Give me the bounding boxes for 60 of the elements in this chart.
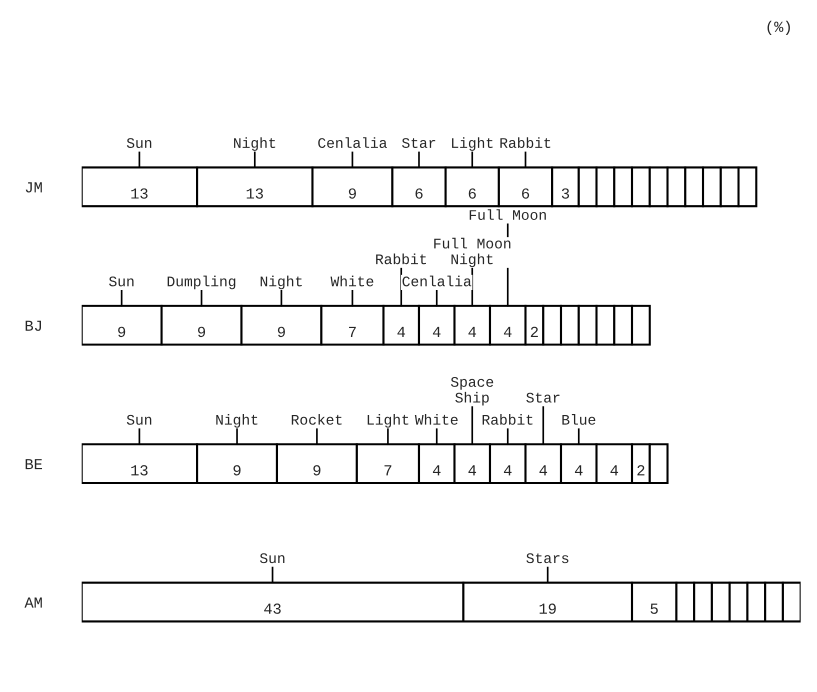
series-label: Cenlalia xyxy=(318,137,387,148)
data-label: 9 xyxy=(198,326,206,338)
data-label: 6 xyxy=(522,188,530,199)
data-label: 4 xyxy=(539,465,548,476)
y-tick-label: JM xyxy=(26,182,42,193)
data-label: 4 xyxy=(574,465,583,476)
data-label: 2 xyxy=(530,326,538,337)
y-tick-label: BE xyxy=(26,459,42,470)
series-label: Light xyxy=(368,414,408,428)
series-label: Night xyxy=(216,414,258,428)
y-tick-label: BJ xyxy=(26,320,41,331)
series-label: Sun xyxy=(260,553,284,564)
data-label: 13 xyxy=(131,465,148,476)
data-label: 13 xyxy=(131,188,148,199)
text: Space Ship xyxy=(450,377,494,406)
data-label: 4 xyxy=(432,326,441,337)
series-label: Sun xyxy=(126,138,152,148)
data-label: 7 xyxy=(349,326,356,337)
data-label: 43 xyxy=(264,604,281,614)
text: (%) xyxy=(768,20,790,35)
series-label: Rabbit xyxy=(482,414,532,425)
data-label: 4 xyxy=(504,326,512,337)
data-label: 9 xyxy=(118,326,126,338)
y-tick-label: AM xyxy=(24,598,42,608)
data-label: 6 xyxy=(416,188,423,199)
series-label: Sun xyxy=(109,276,134,286)
text: Full Moon xyxy=(470,209,546,220)
text: Rabbit xyxy=(376,254,426,264)
data-label: 9 xyxy=(348,188,356,199)
series-label: Rocket xyxy=(292,414,342,425)
series-label: Sun xyxy=(126,414,152,425)
data-label: 9 xyxy=(234,465,241,476)
series-label: Cenlalia xyxy=(402,276,472,286)
series-label: Night xyxy=(234,137,276,151)
series-label: Light xyxy=(452,137,493,151)
series-label: White xyxy=(414,414,458,425)
series-label: White xyxy=(330,276,374,286)
data-label: 4 xyxy=(432,465,441,476)
data-label: 9 xyxy=(278,326,285,338)
data-label: 2 xyxy=(637,465,644,476)
data-label: 4 xyxy=(397,326,406,337)
series-label: Rabbit xyxy=(500,137,550,148)
data-label: 4 xyxy=(468,326,476,337)
data-label: 3 xyxy=(562,188,570,199)
data-label: 6 xyxy=(468,188,476,199)
text: Full Moon Night xyxy=(434,238,510,268)
series-label: Stars xyxy=(526,553,568,564)
series-label: Dumpling xyxy=(168,276,236,290)
series-label: Blue xyxy=(562,414,596,425)
data-label: 9 xyxy=(313,465,320,476)
data-label: 5 xyxy=(650,604,658,614)
text: Star xyxy=(526,392,560,403)
data-label: 4 xyxy=(504,465,512,476)
series-label: Night xyxy=(260,276,302,290)
data-label: 4 xyxy=(610,465,618,476)
data-label: 13 xyxy=(246,188,263,199)
data-label: 4 xyxy=(468,465,476,476)
data-label: 7 xyxy=(384,465,392,476)
series-label: Star xyxy=(402,138,436,148)
data-label: 19 xyxy=(540,604,556,614)
